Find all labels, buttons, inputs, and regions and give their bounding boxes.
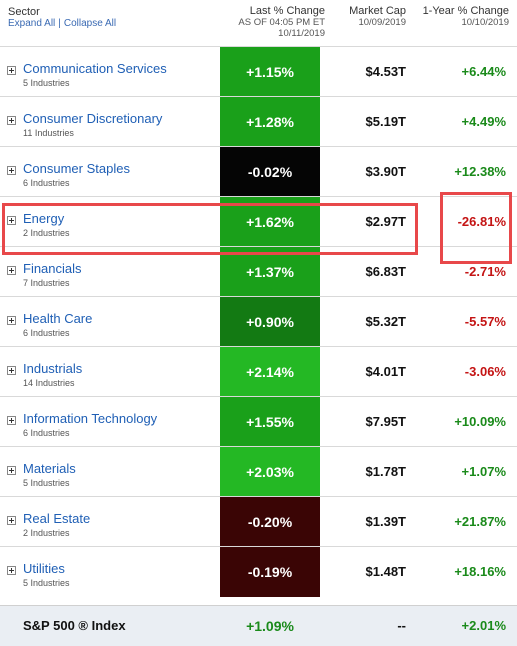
year-change-cell: +6.44% xyxy=(461,64,506,79)
index-last-change: +1.09% xyxy=(246,618,294,634)
last-change-cell: -0.19% xyxy=(220,547,320,597)
industry-count: 11 Industries xyxy=(23,128,74,138)
market-cap-cell: $4.53T xyxy=(365,64,406,79)
sector-name-link[interactable]: Consumer Discretionary xyxy=(23,111,163,126)
last-change-cell: -0.20% xyxy=(220,497,320,547)
industry-count: 5 Industries xyxy=(23,478,70,488)
sector-name-link[interactable]: Information Technology xyxy=(23,411,158,426)
sector-name-link[interactable]: Communication Services xyxy=(23,61,167,76)
year-change-cell: -26.81% xyxy=(457,214,506,229)
sp500-index-row: S&P 500 ® Index +1.09% -- +2.01% xyxy=(0,605,517,646)
market-cap-cell: $2.97T xyxy=(365,214,406,229)
last-change-title: Last % Change xyxy=(249,5,325,17)
market-cap-cell: $1.78T xyxy=(365,464,406,479)
expand-toggle-icon[interactable] xyxy=(7,316,16,325)
sector-row: Consumer Staples 6 Industries -0.02% $3.90T… xyxy=(0,146,517,197)
industry-count: 14 Industries xyxy=(23,378,75,388)
market-cap-cell: $6.83T xyxy=(365,264,406,279)
last-change-cell: +1.37% xyxy=(220,247,320,297)
expand-toggle-icon[interactable] xyxy=(7,366,16,375)
last-change-cell: +1.55% xyxy=(220,397,320,447)
expand-toggle-icon[interactable] xyxy=(7,216,16,225)
sector-name-link[interactable]: Financials xyxy=(23,261,82,276)
year-change-cell: -3.06% xyxy=(464,364,506,379)
industry-count: 2 Industries xyxy=(23,228,70,238)
sector-name-link[interactable]: Real Estate xyxy=(23,511,91,526)
market-cap-title: Market Cap xyxy=(349,5,406,17)
sector-name-link[interactable]: Materials xyxy=(23,461,76,476)
year-change-date: 10/10/2019 xyxy=(461,17,509,28)
sector-row: Information Technology 6 Industries +1.55%… xyxy=(0,396,517,447)
market-cap-cell: $1.48T xyxy=(365,564,406,579)
market-cap-cell: $7.95T xyxy=(365,414,406,429)
last-change-column-header[interactable]: Last % Change AS OF 04:05 PM ET 10/11/20… xyxy=(215,5,325,40)
last-change-cell: +2.14% xyxy=(220,347,320,397)
market-cap-cell: $5.19T xyxy=(365,114,406,129)
sector-row: Industrials 14 Industries +2.14% $4.01T -3.0… xyxy=(0,346,517,397)
year-change-cell: +21.87% xyxy=(454,514,506,529)
year-change-title: 1-Year % Change xyxy=(422,5,509,17)
year-change-cell: -5.57% xyxy=(464,314,506,329)
expand-toggle-icon[interactable] xyxy=(7,116,16,125)
sector-row: Energy 2 Industries +1.62% $2.97T -26.81% xyxy=(0,196,517,247)
link-separator: | xyxy=(58,18,61,29)
year-change-cell: +1.07% xyxy=(461,464,506,479)
industry-count: 7 Industries xyxy=(23,278,70,288)
expand-collapse-links: Expand All | Collapse All xyxy=(8,18,116,29)
sector-row: Real Estate 2 Industries -0.20% $1.39T +21.8… xyxy=(0,496,517,547)
expand-toggle-icon[interactable] xyxy=(7,416,16,425)
expand-toggle-icon[interactable] xyxy=(7,66,16,75)
collapse-all-link[interactable]: Collapse All xyxy=(63,18,117,29)
table-header: Sector Expand All | Collapse All Last % Ch… xyxy=(0,0,517,46)
sector-row: Utilities 5 Industries -0.19% $1.48T +18.16% xyxy=(0,546,517,597)
year-change-column-header[interactable]: 1-Year % Change 10/10/2019 xyxy=(412,5,509,29)
industry-count: 6 Industries xyxy=(23,178,70,188)
year-change-cell: +10.09% xyxy=(454,414,506,429)
sector-column-header: Sector xyxy=(8,6,40,18)
sector-name-link[interactable]: Utilities xyxy=(23,561,65,576)
year-change-cell: +4.49% xyxy=(461,114,506,129)
index-year-change: +2.01% xyxy=(461,618,506,633)
last-change-cell: +1.15% xyxy=(220,47,320,97)
last-change-cell: +1.28% xyxy=(220,97,320,147)
industry-count: 5 Industries xyxy=(23,78,70,88)
sector-name-link[interactable]: Energy xyxy=(23,211,65,226)
sector-row: Financials 7 Industries +1.37% $6.83T -2.71% xyxy=(0,246,517,297)
industry-count: 5 Industries xyxy=(23,578,70,588)
market-cap-cell: $3.90T xyxy=(365,164,406,179)
last-change-date: 10/11/2019 xyxy=(278,28,325,39)
sector-row: Communication Services 5 Industries +1.15%… xyxy=(0,46,517,97)
market-cap-cell: $4.01T xyxy=(365,364,406,379)
expand-toggle-icon[interactable] xyxy=(7,466,16,475)
sector-name-link[interactable]: Industrials xyxy=(23,361,83,376)
year-change-cell: +12.38% xyxy=(454,164,506,179)
last-change-asof: AS OF 04:05 PM ET xyxy=(238,17,325,28)
sector-row: Health Care 6 Industries +0.90% $5.32T -5.57… xyxy=(0,296,517,347)
index-label: S&P 500 ® Index xyxy=(23,618,126,633)
industry-count: 6 Industries xyxy=(23,428,70,438)
expand-toggle-icon[interactable] xyxy=(7,266,16,275)
sector-name-link[interactable]: Health Care xyxy=(23,311,93,326)
last-change-cell: -0.02% xyxy=(220,147,320,197)
market-cap-date: 10/09/2019 xyxy=(358,17,406,28)
market-cap-column-header[interactable]: Market Cap 10/09/2019 xyxy=(332,5,406,29)
index-market-cap: -- xyxy=(397,618,406,633)
last-change-cell: +0.90% xyxy=(220,297,320,347)
year-change-cell: -2.71% xyxy=(464,264,506,279)
sector-name-link[interactable]: Consumer Staples xyxy=(23,161,130,176)
year-change-cell: +18.16% xyxy=(454,564,506,579)
expand-all-link[interactable]: Expand All xyxy=(8,18,56,29)
expand-toggle-icon[interactable] xyxy=(7,166,16,175)
last-change-cell: +1.62% xyxy=(220,197,320,247)
industry-count: 6 Industries xyxy=(23,328,70,338)
expand-toggle-icon[interactable] xyxy=(7,516,16,525)
sector-row: Materials 5 Industries +2.03% $1.78T +1.07% xyxy=(0,446,517,497)
expand-toggle-icon[interactable] xyxy=(7,566,16,575)
market-cap-cell: $5.32T xyxy=(365,314,406,329)
market-cap-cell: $1.39T xyxy=(365,514,406,529)
industry-count: 2 Industries xyxy=(23,528,70,538)
sector-row: Consumer Discretionary 11 Industries +1.28… xyxy=(0,96,517,147)
last-change-cell: +2.03% xyxy=(220,447,320,497)
